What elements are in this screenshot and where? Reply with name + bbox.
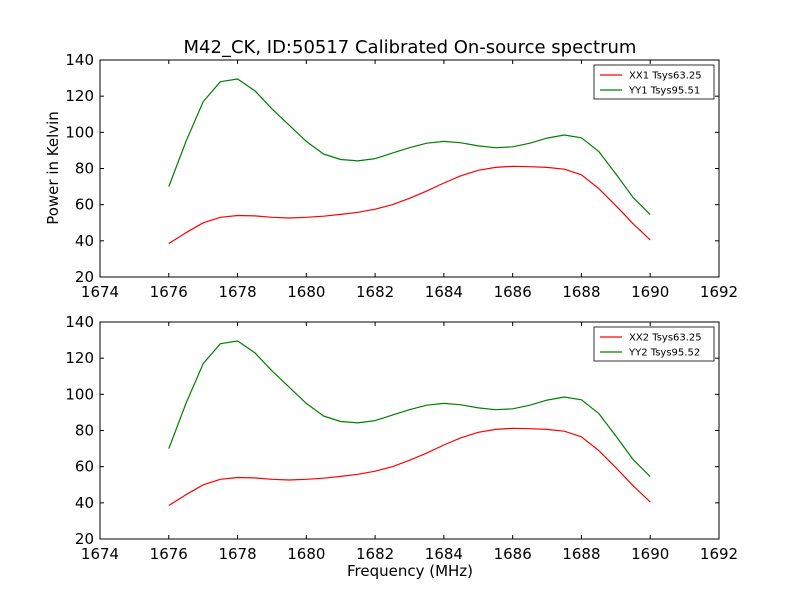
x-tick-label: 1676 [150, 283, 188, 301]
x-tick-label: 1692 [700, 545, 738, 563]
x-tick-label: 1692 [700, 283, 738, 301]
y-tick-label: 60 [75, 196, 94, 214]
chart-panel-2: 1674 1676 1678 1680 1682 1684 1686 1688 1690 1692… [65, 313, 738, 563]
y-tick-label: 20 [75, 268, 94, 286]
legend-box [593, 64, 715, 100]
y-tick-label: 20 [75, 530, 94, 548]
x-tick-label: 1678 [218, 283, 256, 301]
x-tick-label: 1686 [494, 545, 532, 563]
y-tick-label: 40 [75, 232, 94, 250]
y-tick-label: 60 [75, 458, 94, 476]
y-tick-label: 80 [75, 160, 94, 178]
x-tick-label: 1682 [356, 545, 394, 563]
legend-box [593, 326, 715, 362]
x-tick-label: 1680 [287, 545, 325, 563]
x-tick-label: 1690 [631, 283, 669, 301]
legend-entry-label: YY2 Tsys95.52 [628, 348, 700, 359]
x-tick-label: 1690 [631, 545, 669, 563]
x-tick-label: 1680 [287, 283, 325, 301]
y-tick-label: 120 [65, 87, 94, 105]
y-tick-label: 140 [65, 51, 94, 69]
x-axis-label: Frequency (MHz) [347, 562, 473, 580]
y-tick-label: 100 [65, 123, 94, 141]
x-tick-label: 1682 [356, 283, 394, 301]
x-tick-label: 1678 [218, 545, 256, 563]
x-tick-label: 1688 [562, 283, 600, 301]
series-line-2-2 [168, 340, 651, 478]
y-tick-label: 100 [65, 385, 94, 403]
legend-entry-label: XX1 Tsys63.25 [629, 71, 702, 82]
x-tick-label: 1674 [81, 283, 119, 301]
y-axis-label: Power in Kelvin [44, 111, 62, 225]
series-line-1-1 [168, 165, 651, 245]
x-tick-label: 1686 [494, 283, 532, 301]
legend-entry-label: YY1 Tsys95.51 [628, 86, 700, 97]
series-line-2-1 [168, 427, 651, 507]
legend: XX2 Tsys63.25 YY2 Tsys95.52 [593, 326, 715, 362]
chart-panel-1: 1674 1676 1678 1680 1682 1684 1686 1688 1690 1692… [65, 51, 738, 301]
legend: XX1 Tsys63.25 YY1 Tsys95.51 [593, 64, 715, 100]
x-tick-label: 1676 [150, 545, 188, 563]
series-line-1-2 [168, 78, 651, 216]
legend-entry-label: XX2 Tsys63.25 [629, 333, 702, 344]
x-tick-label: 1674 [81, 545, 119, 563]
y-tick-label: 40 [75, 494, 94, 512]
y-tick-label: 80 [75, 422, 94, 440]
y-tick-label: 140 [65, 313, 94, 331]
chart-title: M42_CK, ID:50517 Calibrated On-source sp… [184, 37, 637, 58]
x-tick-label: 1688 [562, 545, 600, 563]
x-tick-label: 1684 [425, 283, 463, 301]
y-tick-label: 120 [65, 349, 94, 367]
x-tick-label: 1684 [425, 545, 463, 563]
